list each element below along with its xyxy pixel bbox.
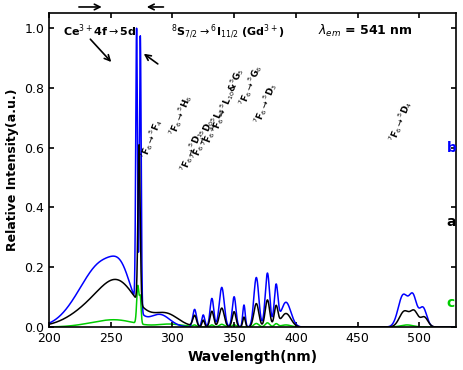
- Text: $^8$S$_{7/2}$$\rightarrow$$^6$I$_{11/2}$ (Gd$^{3+}$): $^8$S$_{7/2}$$\rightarrow$$^6$I$_{11/2}$…: [171, 23, 285, 41]
- Text: $\lambda_{em}$ = 541 nm: $\lambda_{em}$ = 541 nm: [318, 23, 413, 39]
- Text: $^7$F$_6$$\rightarrow$$^5$G$_6$: $^7$F$_6$$\rightarrow$$^5$G$_6$: [237, 63, 266, 108]
- Text: b: b: [446, 141, 456, 155]
- Text: $^7$F$_6$$\rightarrow$$^5$L$_{10}$&$^5$G$_5$: $^7$F$_6$$\rightarrow$$^5$L$_{10}$&$^5$G…: [208, 65, 247, 135]
- Text: $^7$F$_6$$\rightarrow$$^5$D$_4$: $^7$F$_6$$\rightarrow$$^5$D$_4$: [386, 98, 415, 144]
- Text: $^7$F$_6$$\rightarrow$$^5$D$_0$: $^7$F$_6$$\rightarrow$$^5$D$_0$: [188, 117, 218, 162]
- Text: $^7$F$_6$$\rightarrow$$^5$H$_6$: $^7$F$_6$$\rightarrow$$^5$H$_6$: [166, 92, 195, 138]
- Text: $^7$F$_6$$\rightarrow$$^5$D$_1$: $^7$F$_6$$\rightarrow$$^5$D$_1$: [177, 128, 206, 174]
- Text: $^7$F$_6$$\rightarrow$$^5$D$_3$: $^7$F$_6$$\rightarrow$$^5$D$_3$: [251, 81, 281, 126]
- Text: Ce$^{3+}$4f$\rightarrow$5d: Ce$^{3+}$4f$\rightarrow$5d: [63, 23, 137, 39]
- Text: a: a: [446, 215, 456, 229]
- Text: $^7$F$_6$$\rightarrow$$^5$L$_8$: $^7$F$_6$$\rightarrow$$^5$L$_8$: [199, 105, 227, 149]
- Text: c: c: [446, 296, 455, 310]
- Y-axis label: Relative Intensity(a.u.): Relative Intensity(a.u.): [6, 89, 19, 251]
- X-axis label: Wavelength(nm): Wavelength(nm): [188, 350, 318, 364]
- Text: $^7$F$_6$$\rightarrow$$^5$F$_4$: $^7$F$_6$$\rightarrow$$^5$F$_4$: [137, 117, 165, 161]
